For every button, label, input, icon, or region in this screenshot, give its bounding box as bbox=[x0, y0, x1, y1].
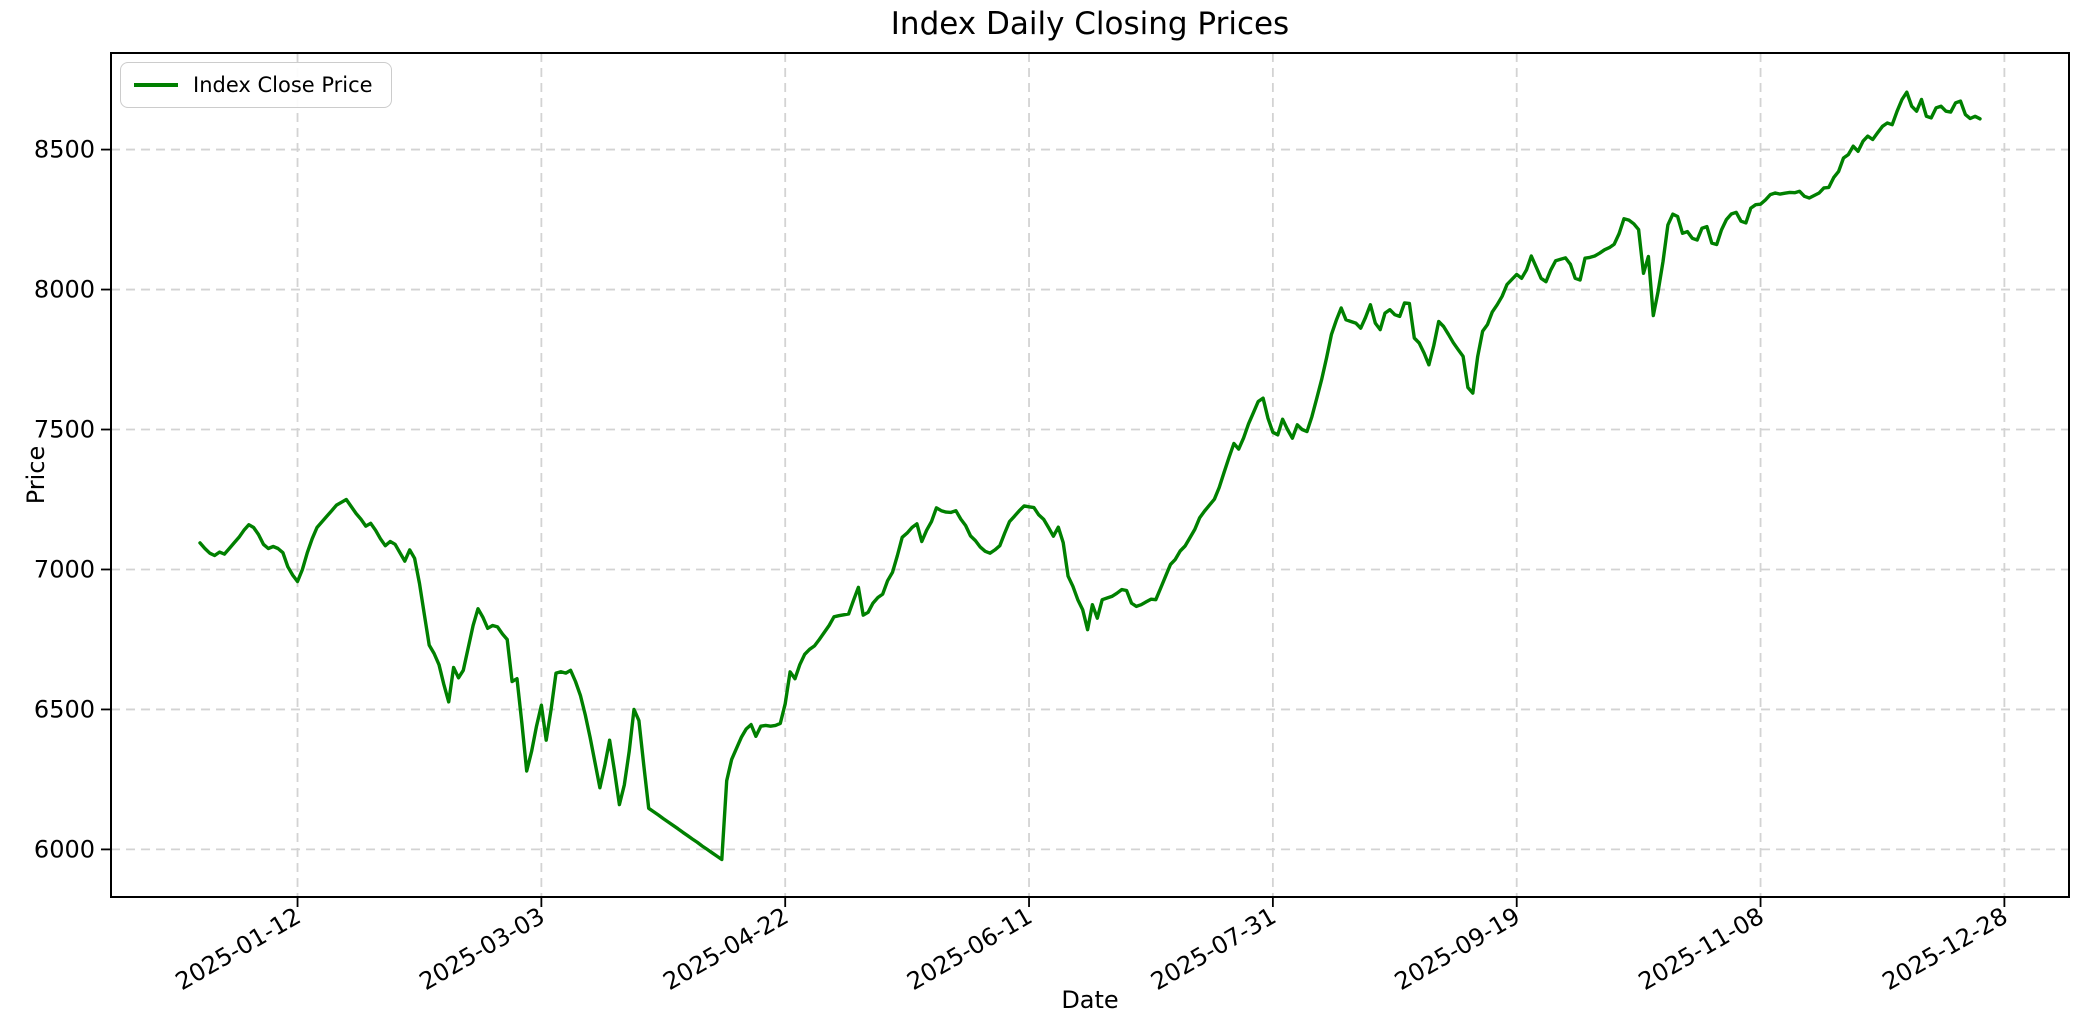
y-axis-label: Price bbox=[22, 445, 50, 505]
x-tick-label: 2025-11-08 bbox=[1634, 902, 1769, 996]
x-tick-label: 2025-01-12 bbox=[171, 902, 306, 996]
x-tick-label: 2025-03-03 bbox=[415, 902, 550, 996]
axis-ticks bbox=[101, 148, 2006, 907]
x-tick-label: 2025-07-31 bbox=[1146, 902, 1281, 996]
y-tick-label: 7000 bbox=[34, 555, 95, 583]
legend-line-sample bbox=[134, 83, 178, 87]
y-tick-label: 6000 bbox=[34, 835, 95, 863]
legend: Index Close Price bbox=[120, 62, 392, 108]
axis-tick-labels: 6000 6500 7000 7500 8000 8500 2025-01-12 2025-0… bbox=[34, 136, 2012, 996]
x-tick-label: 2025-06-11 bbox=[902, 902, 1037, 996]
plot-frame bbox=[110, 52, 2070, 898]
y-tick-label: 8000 bbox=[34, 276, 95, 304]
gridlines bbox=[111, 53, 2069, 897]
y-tick-label: 8500 bbox=[34, 136, 95, 164]
x-tick-label: 2025-12-28 bbox=[1878, 902, 2013, 996]
price-line-series bbox=[198, 90, 1982, 862]
x-tick-label: 2025-09-19 bbox=[1390, 902, 1525, 996]
legend-label: Index Close Price bbox=[193, 73, 373, 97]
y-tick-label: 7500 bbox=[34, 416, 95, 444]
x-axis-label: Date bbox=[1061, 986, 1119, 1014]
chart-title: Index Daily Closing Prices bbox=[890, 6, 1290, 42]
y-tick-label: 6500 bbox=[34, 695, 95, 723]
x-tick-label: 2025-04-22 bbox=[658, 902, 793, 996]
